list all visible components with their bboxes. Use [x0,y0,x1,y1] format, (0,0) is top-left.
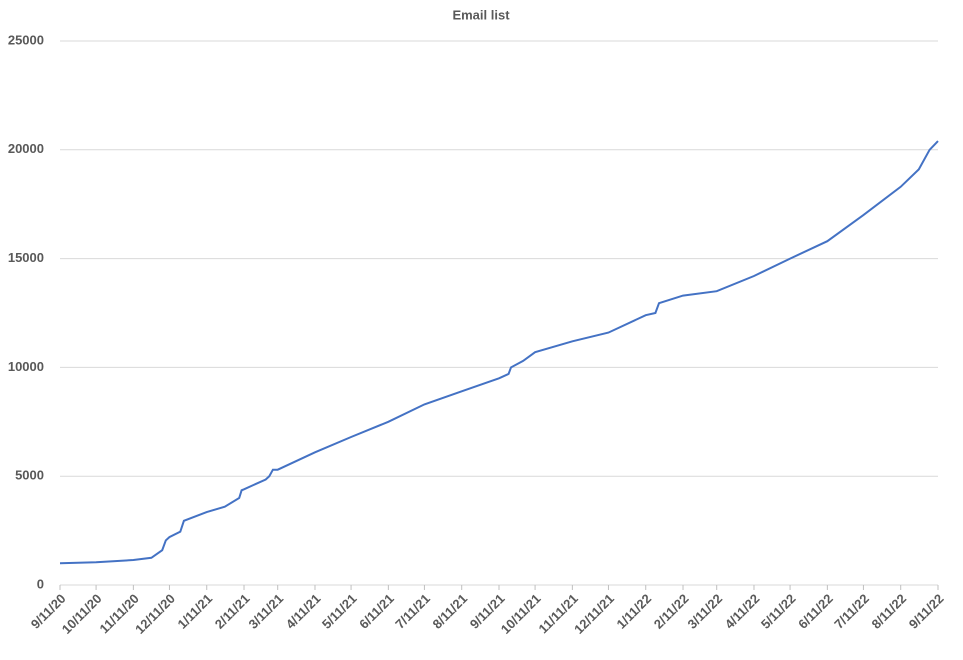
x-tick-label: 2/11/22 [651,591,692,632]
x-tick-label: 8/11/22 [868,591,909,632]
x-tick-label: 12/11/21 [571,591,617,637]
x-tick-label: 3/11/21 [245,591,286,632]
x-tick-label: 6/11/22 [795,591,836,632]
chart-title: Email list [452,7,510,22]
x-tick-label: 4/11/22 [722,591,763,632]
x-tick-label: 3/11/22 [684,591,725,632]
y-tick-label: 10000 [8,359,44,374]
x-tick-label: 5/11/21 [319,591,360,632]
x-tick-label: 8/11/21 [429,591,470,632]
data-line [59,140,939,565]
x-tick-label: 4/11/21 [283,591,324,632]
x-tick-label: 2/11/21 [212,591,253,632]
x-tick-label: 5/11/22 [758,591,799,632]
y-tick-label: 15000 [8,250,44,265]
x-tick-label: 6/11/21 [356,591,397,632]
x-tick-label: 9/11/22 [906,591,947,632]
y-tick-label: 0 [37,576,44,591]
x-tick-label: 1/11/21 [175,591,216,632]
y-tick-label: 20000 [8,141,44,156]
y-tick-label: 5000 [15,468,44,483]
x-tick-label: 1/11/22 [614,591,655,632]
x-tick-label: 12/11/20 [132,591,178,637]
x-tick-label: 7/11/22 [831,591,872,632]
x-tick-label: 10/11/21 [498,591,544,637]
y-tick-label: 25000 [8,32,44,47]
x-tick-label: 7/11/21 [392,591,433,632]
x-tick-label: 10/11/20 [59,591,105,637]
